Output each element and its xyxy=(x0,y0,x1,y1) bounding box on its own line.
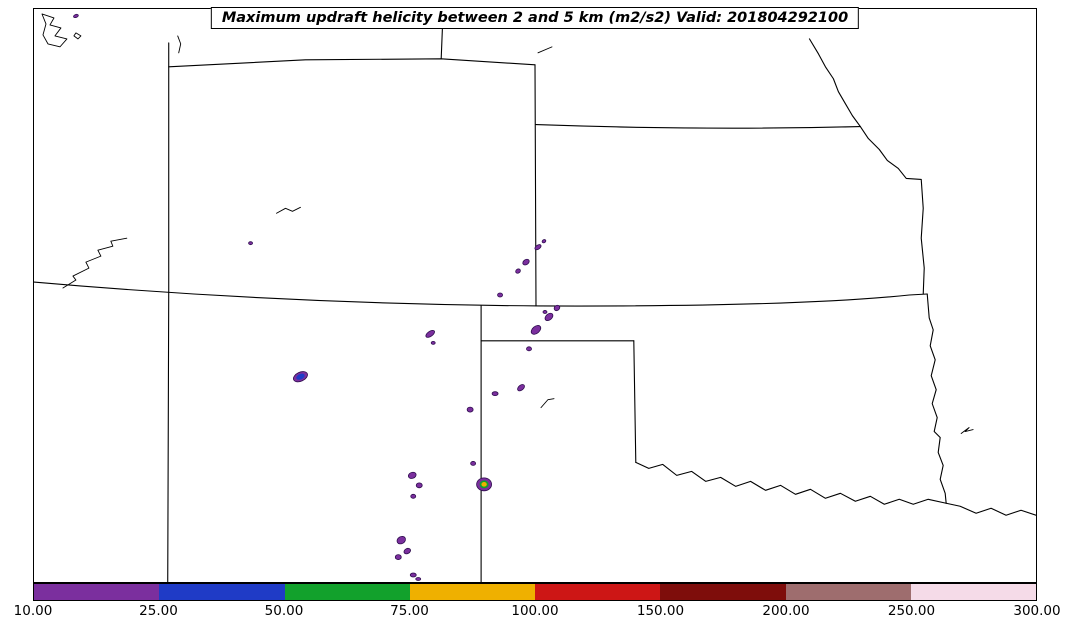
helicity-cell xyxy=(534,244,542,251)
colorado-east-border xyxy=(534,64,537,307)
helicity-cell xyxy=(530,325,542,335)
missouri-river-border xyxy=(808,38,925,295)
colorbar-segment-25-50 xyxy=(159,584,285,600)
colorbar-tick-label: 200.00 xyxy=(762,603,810,619)
colorbar-tick-label: 50.00 xyxy=(264,603,304,619)
blue-mesa-reservoir xyxy=(276,206,301,214)
great-salt-lake xyxy=(41,13,68,48)
basemap-svg xyxy=(34,9,1036,582)
lake-mcconaughy xyxy=(537,46,553,54)
flaming-gorge-reservoir xyxy=(177,35,182,54)
helicity-cell xyxy=(544,312,554,322)
ks-ne-border xyxy=(535,124,861,129)
helicity-cell xyxy=(410,493,417,499)
colorbar-segment-150-200 xyxy=(660,584,786,600)
helicity-cell xyxy=(517,384,525,392)
colorbar-tick-label: 100.00 xyxy=(511,603,559,619)
helicity-cell xyxy=(481,482,487,487)
helicity-cell xyxy=(73,13,79,19)
colorbar-tick-label: 150.00 xyxy=(636,603,685,619)
helicity-cell xyxy=(394,554,402,560)
colorbar-tick-label: 300.00 xyxy=(1013,603,1061,619)
helicity-cell xyxy=(466,406,474,413)
helicity-cell xyxy=(491,391,499,397)
helicity-cell xyxy=(553,304,561,312)
colorbar-segment-10-25 xyxy=(34,584,160,600)
map-title: Maximum updraft helicity between 2 and 5… xyxy=(210,7,860,29)
helicity-cell xyxy=(522,258,530,266)
water-features xyxy=(41,13,974,434)
helicity-cell xyxy=(425,329,435,338)
map-title-text: Maximum updraft helicity between 2 and 5… xyxy=(221,10,849,26)
utah-lake xyxy=(73,32,82,40)
helicity-cell xyxy=(430,340,436,345)
colorbar-segment-250-300 xyxy=(910,584,1036,600)
helicity-cell xyxy=(470,461,477,466)
arkansas-river-mark xyxy=(960,427,974,434)
tx-ok-100w-border xyxy=(633,340,637,463)
helicity-cell xyxy=(407,471,417,479)
small-reservoir xyxy=(540,398,555,409)
helicity-cell xyxy=(526,346,532,352)
colorbar-tick-label: 250.00 xyxy=(887,603,936,619)
colorbar-ticks: 10.00 25.00 50.00 75.00 100.00 150.00 200.00 25… xyxy=(14,603,1061,623)
state-boundaries xyxy=(34,9,1036,582)
colorbar-segment-50-75 xyxy=(284,584,410,600)
helicity-cell xyxy=(296,373,305,380)
helicity-cells-layer xyxy=(73,13,561,581)
helicity-cell xyxy=(415,577,422,581)
helicity-cell xyxy=(396,535,406,545)
helicity-cell xyxy=(541,239,547,244)
colorado-north-border xyxy=(168,58,536,68)
helicity-cell xyxy=(415,482,423,489)
colorbar-tick-label: 10.00 xyxy=(13,603,53,619)
helicity-cell xyxy=(497,292,503,298)
colorbar-tick-label: 75.00 xyxy=(390,603,429,619)
colorbar-segment-200-250 xyxy=(785,584,911,600)
helicity-cell xyxy=(403,547,411,555)
colorbar-tick-label: 25.00 xyxy=(139,603,178,619)
helicity-cell xyxy=(542,310,548,314)
west-109w-border xyxy=(167,42,170,582)
red-river-border xyxy=(635,461,1036,516)
colorbar-segment-100-150 xyxy=(535,584,661,600)
lake-powell xyxy=(62,237,128,289)
helicity-cell xyxy=(248,241,253,246)
helicity-cell xyxy=(515,268,521,274)
colorbar-segment-75-100 xyxy=(409,584,535,600)
ok-ar-border xyxy=(926,293,947,504)
map-area: Maximum updraft helicity between 2 and 5… xyxy=(33,7,1037,583)
helicity-cell xyxy=(409,572,417,578)
colorbar xyxy=(33,583,1037,601)
lat-37n-border xyxy=(34,281,928,307)
